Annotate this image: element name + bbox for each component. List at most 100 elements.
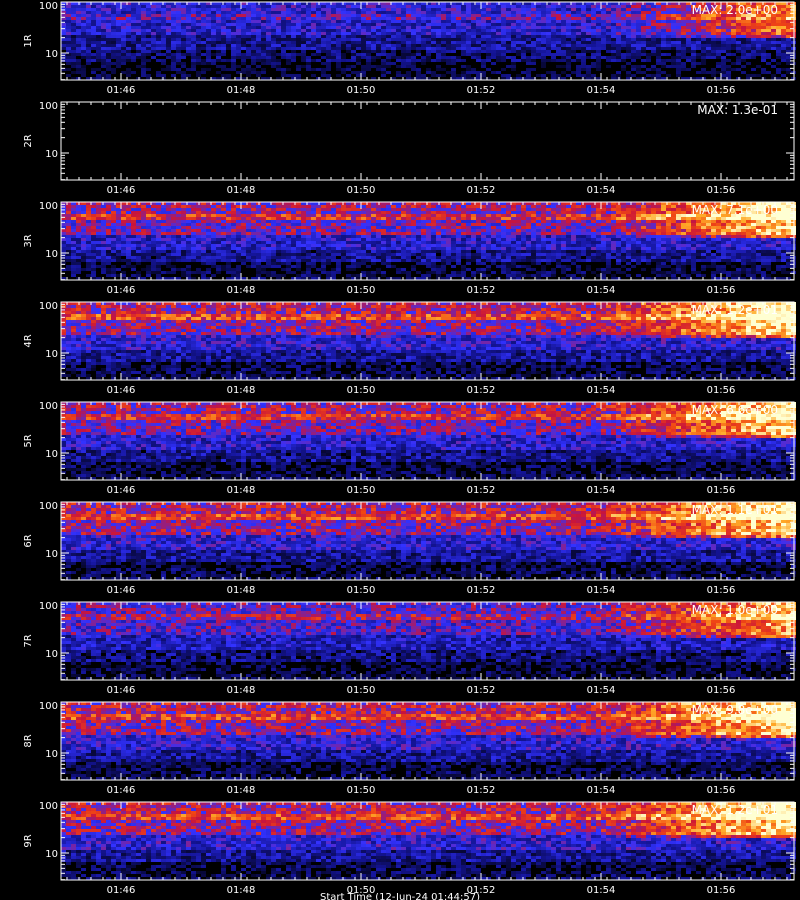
heatmap-cell — [456, 44, 461, 47]
heatmap-cell — [416, 26, 421, 29]
heatmap-cell — [121, 53, 126, 56]
heatmap-cell — [171, 41, 176, 44]
heatmap-cell — [566, 2, 571, 5]
heatmap-cell — [476, 17, 481, 20]
heatmap-cell — [686, 8, 691, 11]
heatmap-cell — [351, 44, 356, 47]
heatmap-cell — [341, 5, 346, 8]
heatmap-cell — [166, 277, 171, 280]
heatmap-cell — [646, 17, 651, 20]
heatmap-cell — [191, 47, 196, 50]
heatmap-cell — [376, 5, 381, 8]
heatmap-cell — [366, 50, 371, 53]
heatmap-cell — [291, 17, 296, 20]
heatmap-cell — [681, 23, 686, 26]
heatmap-cell — [281, 259, 286, 262]
heatmap-cell — [426, 44, 431, 47]
heatmap-cell — [76, 41, 81, 44]
heatmap-cell — [546, 26, 551, 29]
heatmap-cell — [711, 26, 716, 29]
heatmap-cell — [251, 211, 256, 214]
heatmap-cell — [161, 23, 166, 26]
heatmap-cell — [516, 2, 521, 5]
heatmap-cell — [551, 17, 556, 20]
heatmap-cell — [636, 65, 641, 68]
heatmap-cell — [266, 23, 271, 26]
heatmap-cell — [736, 14, 741, 17]
heatmap-cell — [326, 62, 331, 65]
heatmap-cell — [96, 205, 101, 208]
heatmap-cell — [636, 8, 641, 11]
heatmap-cell — [81, 259, 86, 262]
heatmap-cell — [521, 47, 526, 50]
heatmap-cell — [351, 59, 356, 62]
heatmap-cell — [156, 256, 161, 259]
heatmap-cell — [521, 35, 526, 38]
heatmap-cell — [546, 44, 551, 47]
panel-3R: 01:46 01:48 01:50 01:52 01:54 01:56 100 10 3R MAX… — [0, 200, 800, 300]
heatmap-cell — [336, 220, 341, 223]
heatmap-cell — [231, 250, 236, 253]
heatmap-cell — [406, 5, 411, 8]
heatmap-cell — [441, 56, 446, 59]
heatmap-cell — [451, 71, 456, 74]
heatmap-cell — [301, 211, 306, 214]
heatmap-cell — [161, 44, 166, 47]
heatmap-cell — [326, 247, 331, 250]
heatmap-cell — [471, 17, 476, 20]
heatmap-cell — [151, 211, 156, 214]
heatmap-cell — [331, 235, 336, 238]
heatmap-cell — [676, 35, 681, 38]
heatmap-cell — [526, 47, 531, 50]
heatmap-cell — [511, 56, 516, 59]
heatmap-cell — [726, 20, 731, 23]
heatmap-cell — [306, 68, 311, 71]
heatmap-cell — [126, 59, 131, 62]
heatmap-cell — [91, 229, 96, 232]
heatmap-cell — [116, 26, 121, 29]
heatmap-cell — [106, 220, 111, 223]
heatmap-cell — [586, 38, 591, 41]
heatmap-cell — [431, 29, 436, 32]
heatmap-cell — [326, 2, 331, 5]
heatmap-cell — [411, 65, 416, 68]
heatmap-cell — [711, 35, 716, 38]
heatmap-cell — [356, 32, 361, 35]
heatmap-cell — [171, 29, 176, 32]
heatmap-cell — [96, 59, 101, 62]
heatmap-cell — [391, 20, 396, 23]
heatmap-cell — [521, 29, 526, 32]
heatmap-cell — [336, 211, 341, 214]
heatmap-cell — [206, 26, 211, 29]
heatmap-cell — [266, 235, 271, 238]
heatmap-cell — [351, 202, 356, 205]
heatmap-cell — [771, 35, 776, 38]
heatmap-cell — [501, 14, 506, 17]
heatmap-cell — [246, 253, 251, 256]
heatmap-cell — [306, 274, 311, 277]
heatmap-cell — [311, 68, 316, 71]
heatmap-cell — [666, 20, 671, 23]
heatmap-cell — [481, 38, 486, 41]
heatmap-cell — [246, 214, 251, 217]
heatmap-cell — [346, 29, 351, 32]
heatmap-cell — [106, 205, 111, 208]
heatmap-cell — [271, 244, 276, 247]
heatmap-cell — [381, 8, 386, 11]
heatmap-cell — [146, 229, 151, 232]
heatmap-cell — [566, 35, 571, 38]
heatmap-cell — [166, 208, 171, 211]
heatmap-cell — [321, 244, 326, 247]
heatmap-cell — [391, 23, 396, 26]
heatmap-cell — [311, 238, 316, 241]
heatmap-cell — [741, 32, 746, 35]
heatmap-cell — [771, 59, 776, 62]
heatmap-cell — [76, 217, 81, 220]
heatmap-cell — [266, 271, 271, 274]
heatmap-cell — [366, 32, 371, 35]
heatmap-cell — [111, 50, 116, 53]
heatmap-cell — [706, 47, 711, 50]
heatmap-cell — [276, 235, 281, 238]
heatmap-cell — [66, 41, 71, 44]
heatmap-cell — [651, 5, 656, 8]
